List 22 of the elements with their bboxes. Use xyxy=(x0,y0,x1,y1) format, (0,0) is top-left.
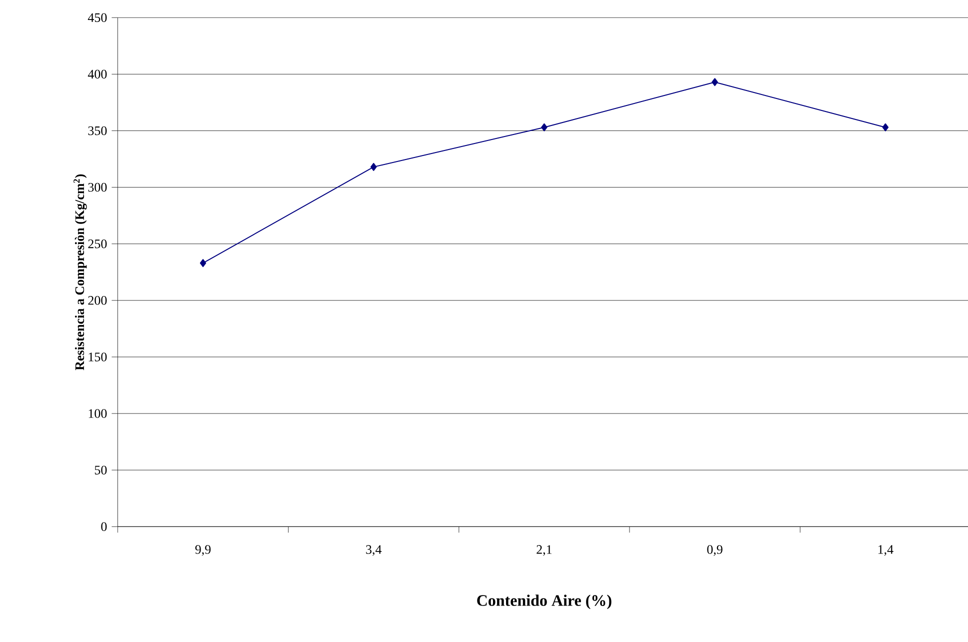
y-tick-label: 150 xyxy=(88,352,107,362)
x-tick-label: 1,4 xyxy=(878,545,894,556)
x-tick-label: 2,1 xyxy=(536,545,552,556)
y-tick-label: 200 xyxy=(88,296,107,305)
y-tick-label: 450 xyxy=(88,13,107,22)
x-axis-title: Contenido Aire (%) xyxy=(477,594,612,610)
y-tick-label: 350 xyxy=(88,126,107,136)
y-tick-label: 400 xyxy=(88,70,107,79)
point xyxy=(370,162,377,171)
x-tick-label: 3,4 xyxy=(366,545,382,556)
y-tick-label: 0 xyxy=(101,522,107,532)
point xyxy=(712,78,718,86)
x-tick-label: 0,9 xyxy=(707,545,722,556)
point xyxy=(882,123,889,132)
point xyxy=(541,123,548,132)
y-tick-label: 50 xyxy=(94,466,107,474)
y-tick-label: 100 xyxy=(88,409,107,418)
y-axis-title: Resistencia a Compresiòn (Kg/cm$^{2}$) xyxy=(74,174,87,370)
y-tick-label: 250 xyxy=(88,239,107,248)
x-tick-label: 9,9 xyxy=(195,545,211,556)
point xyxy=(200,259,206,268)
y-tick-label: 300 xyxy=(88,182,107,192)
